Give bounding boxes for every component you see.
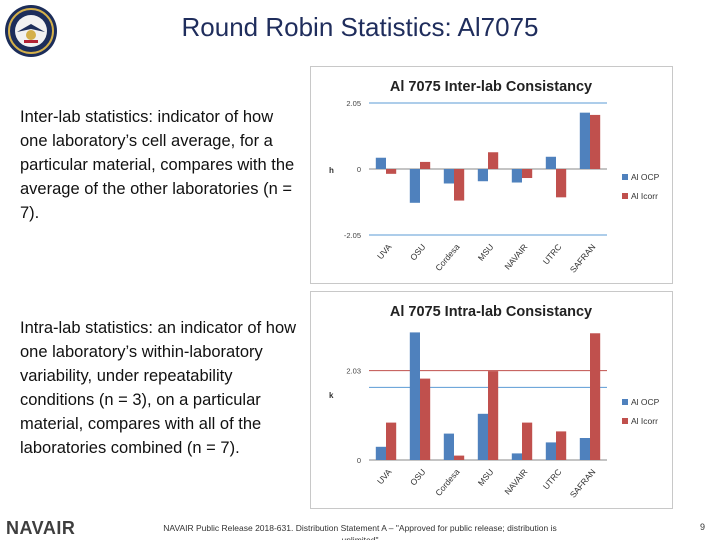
inter-bar [386,169,397,174]
inter-bar [511,169,522,183]
inter-x-tick-label: MSU [476,242,496,263]
intra-bar [477,413,488,460]
inter-bar [443,169,454,184]
intra-bar [375,446,386,460]
intra-legend-label: Al OCP [631,397,660,407]
inter-x-tick-label: UTRC [541,242,564,267]
intra-bar [545,442,556,460]
inter-x-tick-label: NAVAIR [502,242,529,272]
intra-legend-label: Al Icorr [631,416,658,426]
intra-bar [556,431,567,460]
intra-y-axis-label: k [329,391,334,400]
inter-lab-chart: Al 7075 Inter-lab Consistancy h 2.05 0 -2.05… [310,66,673,284]
inter-bar [420,161,431,169]
inter-bar [409,169,420,203]
inter-y-tick-label: 2.05 [346,99,361,108]
page-title: Round Robin Statistics: Al7075 [181,12,539,42]
inter-legend-label: Al OCP [631,172,660,182]
inter-bar [477,169,488,182]
intra-x-tick-label: OSU [408,467,428,488]
inter-bar [375,157,386,169]
intra-x-tick-label: UVA [375,467,394,487]
inter-x-tick-label: UVA [375,242,394,262]
navair-seal-logo [4,4,58,58]
intra-legend-swatch [622,418,628,424]
intra-lab-chart-svg: Al 7075 Intra-lab Consistancy k 2.03 0 UVA OS… [329,304,660,500]
intra-bar [454,455,465,460]
inter-title: Al 7075 Inter-lab Consistancy [390,79,592,95]
inter-x-tick-label: SAFRAN [568,242,598,275]
inter-y-axis-label: h [329,166,334,175]
inter-bar [545,156,556,169]
intra-bar [386,422,397,460]
intra-x-tick-label: MSU [476,467,496,488]
intra-bar [488,371,499,460]
intra-x-tick-label: NAVAIR [502,467,529,497]
inter-bar [488,152,499,169]
inter-lab-description: Inter-lab statistics: indicator of how o… [20,108,295,222]
inter-y-tick-label: -2.05 [344,231,361,240]
inter-bar [556,169,567,198]
inter-x-tick-label: Cordesa [433,242,461,273]
intra-lab-chart: Al 7075 Intra-lab Consistancy k 2.03 0 UVA OS… [310,291,673,509]
intra-x-tick-label: UTRC [541,467,564,492]
inter-legend-swatch [622,174,628,180]
intra-bar [409,332,420,460]
inter-bar [454,169,465,201]
footer-text: NAVAIR Public Release 2018-631. Distribu… [163,523,557,540]
intra-bar [590,333,601,460]
intra-lab-description: Intra-lab statistics: an indicator of ho… [20,319,297,457]
page-number: 9 [700,522,706,532]
inter-lab-chart-svg: Al 7075 Inter-lab Consistancy h 2.05 0 -2.05… [329,79,660,275]
intra-legend-swatch [622,399,628,405]
intra-bar [443,433,454,460]
inter-bar [522,169,533,179]
intra-x-tick-label: SAFRAN [568,467,598,500]
navair-wordmark: NAVAIR [6,518,76,538]
intra-bar [420,378,431,460]
intra-bar [511,453,522,460]
intra-bar [579,438,590,460]
inter-legend-label: Al Icorr [631,191,658,201]
intra-title: Al 7075 Intra-lab Consistancy [390,304,592,320]
intra-bar [522,422,533,460]
inter-bar [579,112,590,169]
intra-y-tick-label: 0 [357,456,361,465]
intra-y-tick-label: 2.03 [346,367,361,376]
inter-bar [590,114,601,169]
inter-y-tick-label: 0 [357,165,361,174]
inter-x-tick-label: OSU [408,242,428,263]
inter-legend-swatch [622,193,628,199]
intra-x-tick-label: Cordesa [433,467,461,498]
